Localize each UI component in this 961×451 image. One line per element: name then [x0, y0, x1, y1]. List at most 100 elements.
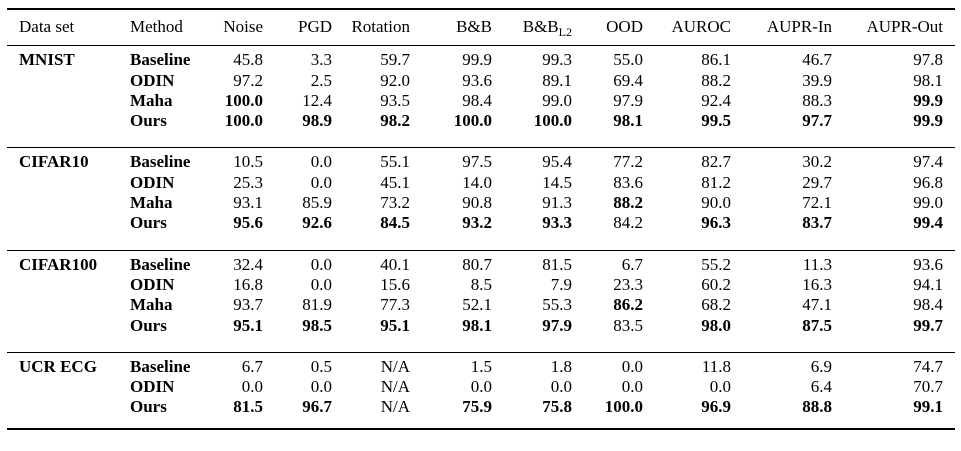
cell-aupr-in: 87.5: [802, 315, 832, 335]
cell-rotation: 55.1: [380, 152, 410, 172]
cell-bb: 75.9: [462, 397, 492, 417]
cell-rotation: 92.0: [380, 70, 410, 90]
cell-method: ODIN: [130, 70, 175, 90]
cell-ood: 83.5: [613, 315, 643, 335]
cell-method: Baseline: [130, 356, 191, 376]
cell-ood: 55.0: [613, 50, 643, 70]
cell-dataset: CIFAR100: [19, 254, 98, 274]
cell-bb-l2: 99.3: [542, 50, 572, 70]
cell-pgd: 98.9: [302, 111, 332, 131]
cell-aupr-in: 46.7: [802, 50, 832, 70]
cell-aupr-out: 70.7: [913, 377, 943, 397]
cell-ood: 98.1: [613, 111, 643, 131]
cell-aupr-out: 98.1: [913, 70, 943, 90]
cell-dataset: [7, 295, 130, 315]
cell-aupr-in: 6.4: [810, 377, 832, 397]
cell-pgd: 12.4: [302, 90, 332, 110]
cell-auroc: 81.2: [701, 172, 731, 192]
cell-bb: 80.7: [462, 254, 492, 274]
cell-rotation: 59.7: [380, 50, 410, 70]
cell-ood: 97.9: [613, 90, 643, 110]
cell-rotation: 93.5: [380, 90, 410, 110]
cell-noise: 100.0: [224, 111, 263, 131]
cell-ood: 0.0: [621, 356, 643, 376]
cell-bb-l2: 81.5: [542, 254, 572, 274]
dataset-group-cifar100: CIFAR100 Baseline 32.4 0.0 40.1 80.7 81.5 6.7 55…: [7, 250, 955, 353]
cell-dataset: [7, 71, 130, 91]
cell-pgd: 3.3: [310, 50, 332, 70]
cell-rotation: 77.3: [380, 295, 410, 315]
cell-noise: 100.0: [224, 90, 263, 110]
cell-bb-l2: 93.3: [542, 213, 572, 233]
cell-pgd: 2.5: [310, 70, 332, 90]
cell-method: Baseline: [130, 50, 191, 70]
cell-bb-l2: 100.0: [533, 111, 572, 131]
cell-ood: 69.4: [613, 70, 643, 90]
cell-bb-l2: 89.1: [542, 70, 572, 90]
cell-ood: 6.7: [621, 254, 643, 274]
cell-pgd: 0.0: [310, 254, 332, 274]
cell-method: Maha: [130, 193, 173, 213]
results-table: Data set Method Noise PGD Rotation B&B B&BL2 OO…: [7, 8, 955, 430]
cell-aupr-in: 83.7: [802, 213, 832, 233]
table-row: Ours 95.6 92.6 84.5 93.2 93.3 84.2 96.3 83.7 99.4: [7, 213, 955, 250]
column-header-bb-l2: B&BL2: [492, 8, 572, 47]
cell-method: Baseline: [130, 152, 191, 172]
table-row: Maha 93.7 81.9 77.3 52.1 55.3 86.2 68.2 47.1 98.4: [7, 295, 955, 315]
cell-method: ODIN: [130, 377, 175, 397]
cell-bb-l2: 97.9: [542, 315, 572, 335]
cell-auroc: 68.2: [701, 295, 731, 315]
cell-method: Baseline: [130, 254, 191, 274]
cell-bb-l2: 7.9: [550, 274, 572, 294]
cell-noise: 25.3: [233, 172, 263, 192]
cell-auroc: 82.7: [701, 152, 731, 172]
cell-rotation: 95.1: [380, 315, 410, 335]
cell-dataset: UCR ECG: [19, 356, 97, 376]
cell-noise: 32.4: [233, 254, 263, 274]
cell-bb: 98.1: [462, 315, 492, 335]
cell-dataset: [7, 91, 130, 111]
cell-aupr-in: 72.1: [802, 193, 832, 213]
cell-noise: 6.7: [241, 356, 263, 376]
cell-noise: 10.5: [233, 152, 263, 172]
cell-dataset: [7, 397, 130, 428]
cell-pgd: 0.0: [310, 172, 332, 192]
cell-rotation: 84.5: [380, 213, 410, 233]
cell-noise: 95.1: [233, 315, 263, 335]
cell-bb: 14.0: [462, 172, 492, 192]
cell-aupr-in: 88.8: [802, 397, 832, 417]
cell-bb-l2: 14.5: [542, 172, 572, 192]
cell-dataset: [7, 377, 130, 397]
cell-aupr-out: 97.4: [913, 152, 943, 172]
cell-aupr-in: 97.7: [802, 111, 832, 131]
cell-noise: 93.7: [233, 295, 263, 315]
cell-dataset: [7, 193, 130, 213]
cell-aupr-out: 97.8: [913, 50, 943, 70]
cell-ood: 84.2: [613, 213, 643, 233]
cell-dataset: [7, 111, 130, 148]
cell-rotation: N/A: [380, 377, 410, 397]
cell-ood: 23.3: [613, 274, 643, 294]
cell-ood: 0.0: [621, 377, 643, 397]
cell-auroc: 92.4: [701, 90, 731, 110]
cell-aupr-out: 93.6: [913, 254, 943, 274]
cell-bb: 52.1: [462, 295, 492, 315]
dataset-group-cifar10: CIFAR10 Baseline 10.5 0.0 55.1 97.5 95.4 77.2 82…: [7, 148, 955, 251]
cell-bb: 90.8: [462, 193, 492, 213]
cell-dataset: [7, 213, 130, 250]
table-row: Ours 81.5 96.7 N/A 75.9 75.8 100.0 96.9 88.8 99.1: [7, 397, 955, 428]
cell-aupr-in: 29.7: [802, 172, 832, 192]
table-row: ODIN 16.8 0.0 15.6 8.5 7.9 23.3 60.2 16.3 94.1: [7, 275, 955, 295]
cell-auroc: 99.5: [701, 111, 731, 131]
cell-bb: 100.0: [453, 111, 492, 131]
cell-auroc: 0.0: [709, 377, 731, 397]
cell-aupr-in: 11.3: [802, 254, 832, 274]
cell-aupr-out: 99.0: [913, 193, 943, 213]
cell-pgd: 96.7: [302, 397, 332, 417]
cell-noise: 81.5: [233, 397, 263, 417]
cell-ood: 77.2: [613, 152, 643, 172]
cell-auroc: 55.2: [701, 254, 731, 274]
cell-bb: 93.6: [462, 70, 492, 90]
table-row: ODIN 97.2 2.5 92.0 93.6 89.1 69.4 88.2 39.9 98.1: [7, 71, 955, 91]
cell-aupr-in: 30.2: [802, 152, 832, 172]
